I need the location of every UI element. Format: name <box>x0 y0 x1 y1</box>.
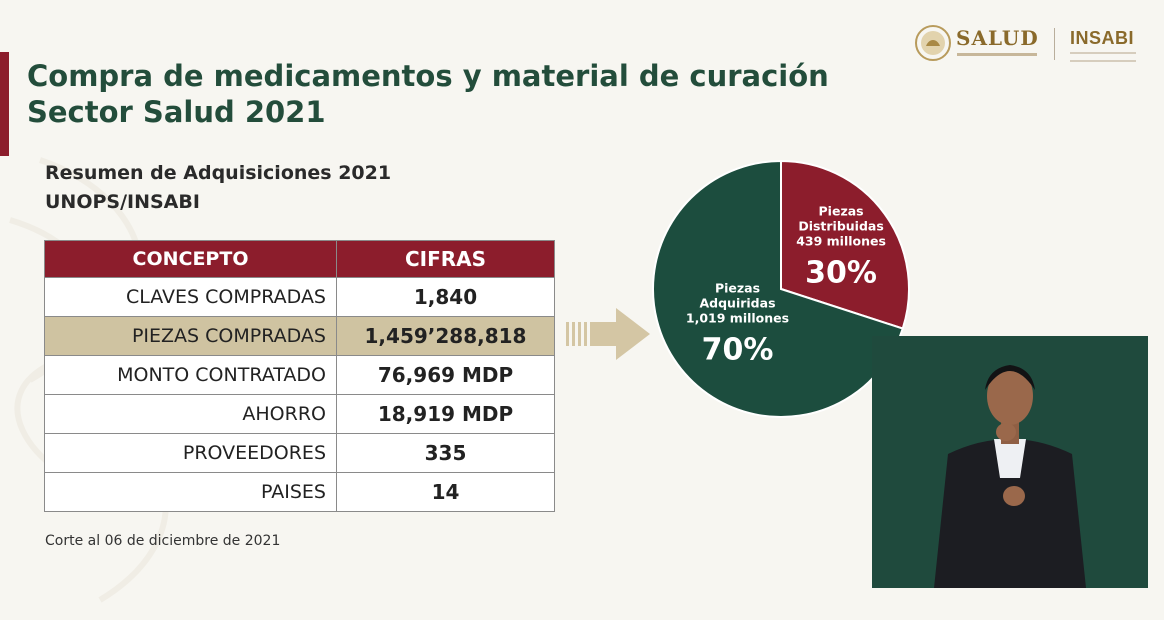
table-row: CLAVES COMPRADAS 1,840 <box>45 277 554 316</box>
salud-logo-subtext <box>957 53 1037 56</box>
slice-percent-label: 30% <box>805 255 877 290</box>
concepto-cell: CLAVES COMPRADAS <box>45 278 337 316</box>
cifra-cell: 1,459’288,818 <box>364 324 527 348</box>
cifra-cell: 76,969 MDP <box>377 363 514 387</box>
table-row: MONTO CONTRATADO 76,969 MDP <box>45 355 554 394</box>
title-line-2: Sector Salud 2021 <box>27 95 326 129</box>
header-concepto: CONCEPTO <box>45 241 337 277</box>
slice-label: Distribuidas <box>798 218 883 233</box>
subtitle-line-1: Resumen de Adquisiciones 2021 <box>45 162 392 184</box>
slice-percent-label: 70% <box>702 333 774 368</box>
table-header: CONCEPTO CIFRAS <box>45 241 554 277</box>
sign-language-interpreter-video <box>872 336 1148 588</box>
right-arrow-icon <box>566 308 650 360</box>
table-row: PROVEEDORES 335 <box>45 433 554 472</box>
cutoff-note: Corte al 06 de diciembre de 2021 <box>45 533 281 549</box>
slice-label: 439 millones <box>796 233 886 248</box>
logo-group: SALUD INSABI <box>914 22 1146 66</box>
concepto-cell: PROVEEDORES <box>45 434 337 472</box>
insabi-logo-subtext <box>1070 52 1136 62</box>
slice-label: Piezas <box>819 203 864 218</box>
page-title: Compra de medicamentos y material de cur… <box>27 58 829 130</box>
pie-slice <box>652 159 904 418</box>
logo-divider <box>1054 28 1055 60</box>
cifra-cell: 1,840 <box>413 285 478 309</box>
cifra-cell: 14 <box>431 480 460 504</box>
summary-table: CONCEPTO CIFRAS CLAVES COMPRADAS 1,840 P… <box>44 240 555 512</box>
title-line-1: Compra de medicamentos y material de cur… <box>27 59 829 93</box>
pie-slice <box>780 159 910 330</box>
cifra-cell: 18,919 MDP <box>377 402 514 426</box>
accent-bar <box>0 52 9 156</box>
subtitle-line-2: UNOPS/INSABI <box>45 191 200 213</box>
concepto-cell: PIEZAS COMPRADAS <box>45 317 337 355</box>
concepto-cell: MONTO CONTRATADO <box>45 356 337 394</box>
seal-icon <box>915 25 951 61</box>
slice-label: Adquiridas <box>699 296 775 311</box>
slice-label: Piezas <box>715 281 760 296</box>
concepto-cell: PAISES <box>45 473 337 511</box>
table-row: AHORRO 18,919 MDP <box>45 394 554 433</box>
salud-logo-text: SALUD <box>956 26 1039 50</box>
insabi-logo-text: INSABI <box>1070 28 1135 48</box>
table-row-highlighted: PIEZAS COMPRADAS 1,459’288,818 <box>45 316 554 355</box>
slice-label: 1,019 millones <box>686 311 789 326</box>
cifra-cell: 335 <box>424 441 467 465</box>
table-row: PAISES 14 <box>45 472 554 511</box>
interpreter-figure <box>934 365 1086 588</box>
header-cifras: CIFRAS <box>404 247 487 271</box>
section-subtitle: Resumen de Adquisiciones 2021 UNOPS/INSA… <box>45 159 391 217</box>
concepto-cell: AHORRO <box>45 395 337 433</box>
